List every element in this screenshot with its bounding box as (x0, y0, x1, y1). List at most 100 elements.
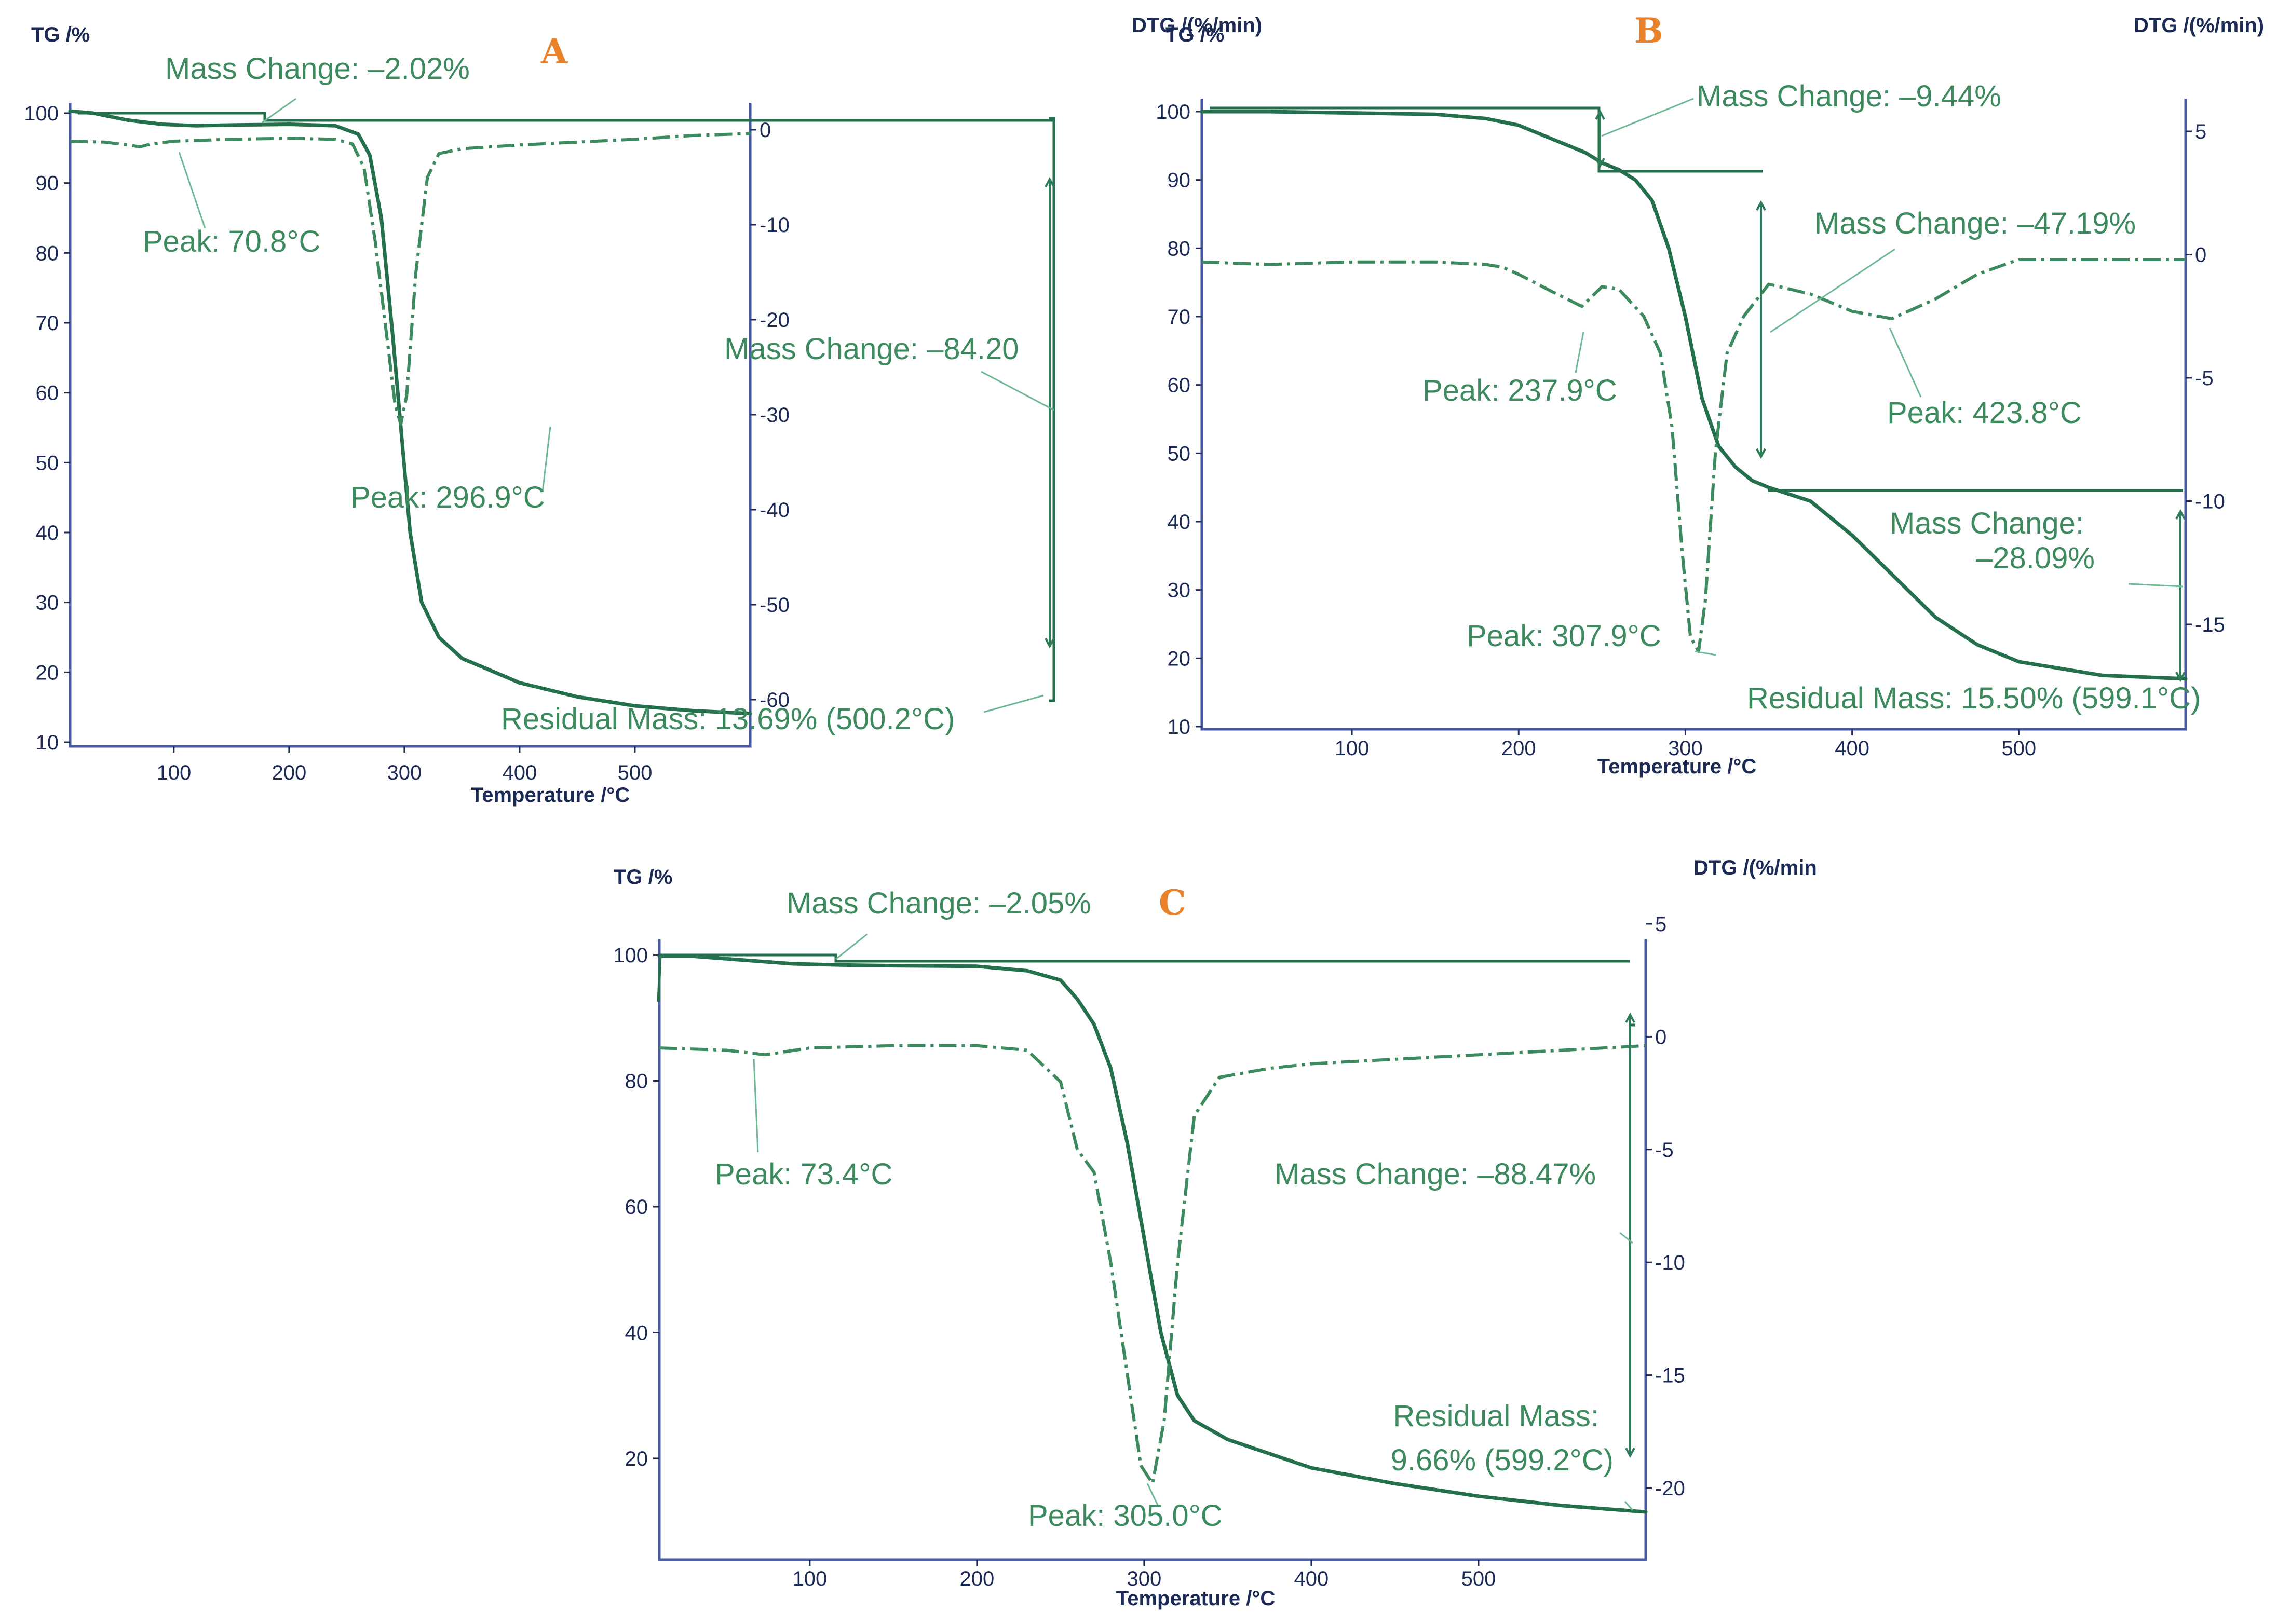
panel-b-mass-change-arrow (2175, 509, 2186, 520)
panel-a-x-tick-label: 100 (156, 761, 191, 784)
panel-b-annotation: Mass Change: (1890, 507, 2084, 540)
panel-a-y-tick-label-right: -50 (760, 594, 790, 617)
panel-c-y-tick-label-right: -20 (1655, 1477, 1685, 1500)
panel-b-annotation-leader (2128, 583, 2184, 588)
panel-b-annotation: Peak: 307.9°C (1467, 619, 1661, 653)
panel-c-y-tick-label-right: -15 (1655, 1364, 1685, 1387)
panel-a-y-tick-label-right: -60 (760, 689, 790, 712)
panel-a-y-tick-label-left: 50 (36, 452, 59, 474)
panel-a-y-tick-label-left: 80 (36, 242, 59, 265)
panel-b-annotation-leader (1575, 332, 1584, 373)
panel-b-mass-change-arrow (2175, 672, 2186, 683)
panel-a-dtg-curve (70, 132, 751, 426)
panel-a-frame (69, 103, 752, 748)
panel-b-annotation: –28.09% (1976, 541, 2095, 575)
panel-c-annotation-leader (835, 933, 868, 960)
panel-b-y-tick-label-right: 0 (2195, 244, 2206, 267)
panel-a-y-tick-label-left: 100 (24, 102, 59, 125)
panel-b-y-tick-label-right: -15 (2195, 613, 2225, 636)
panel-b-x-tick-label: 200 (1501, 737, 1536, 760)
panel-a-annotation-leader (262, 98, 296, 124)
panel-b-y-tick-label-left: 10 (1168, 716, 1191, 739)
panel-a-y-tick-label-left: 20 (36, 661, 59, 684)
panel-a-mass-change-arrow (1045, 176, 1055, 187)
panel-b-letter: B (1634, 10, 1663, 51)
panel-a-annotation-leader (178, 152, 206, 229)
panel-a-x-tick-label: 400 (503, 761, 537, 784)
panel-c-tg-curve (657, 954, 1648, 1514)
panel-c-annotation: Mass Change: –2.05% (787, 886, 1091, 920)
panel-a-y-tick-label-left: 40 (36, 522, 59, 544)
panel-a-y-tick-label-right: -30 (760, 404, 790, 427)
panel-c-y-tick-label-right: -10 (1655, 1251, 1685, 1274)
panel-b-mass-change-arrow (1756, 448, 1766, 459)
panel-a-ylabel-left: TG /% (31, 23, 90, 46)
panel-b-mass-change-arrow (1595, 158, 1605, 169)
panel-a-annotation-leader (983, 694, 1044, 713)
panel-c-y-tick-label-left: 20 (625, 1448, 648, 1470)
panel-c-x-tick-label: 100 (792, 1567, 827, 1590)
panel-a-y-tick-label-left: 10 (36, 731, 59, 754)
panel-b-x-tick-label: 300 (1668, 737, 1703, 760)
panel-b-y-tick-label-left: 20 (1168, 647, 1191, 670)
panel-c-y-tick-label-right: 5 (1655, 913, 1666, 936)
panel-a-y-tick-label-left: 60 (36, 382, 59, 405)
panel-a-annotation: Peak: 70.8°C (143, 225, 320, 258)
panel-a-xlabel: Temperature /°C (471, 784, 630, 807)
panel-c-ylabel-right: DTG /(%/min (1693, 856, 1817, 879)
panel-b-ylabel-left: TG /% (1165, 23, 1224, 46)
panel-a-mass-change-guide (78, 112, 1054, 122)
panel-b-annotation: Peak: 237.9°C (1422, 374, 1617, 407)
panel-a-annotation-leader (981, 371, 1054, 411)
panel-b-ylabel-right: DTG /(%/min) (2134, 14, 2264, 37)
panel-a-y-tick-label-right: -40 (760, 499, 790, 522)
panel-c-y-tick-label-right: -5 (1655, 1139, 1674, 1162)
panel-b-y-tick-label-left: 60 (1168, 374, 1191, 397)
panel-b-x-tick-label: 100 (1335, 737, 1370, 760)
panel-c-xlabel: Temperature /°C (1116, 1587, 1275, 1610)
panel-c-annotation-leader (1146, 1483, 1159, 1506)
panel-b-tg-curve (1200, 110, 2188, 681)
panel-a-x-tick-label: 300 (387, 761, 422, 784)
panel-b-x-tick-label: 400 (1835, 737, 1869, 760)
panel-c-annotation: Mass Change: –88.47% (1275, 1157, 1596, 1191)
panel-c-y-tick-label-left: 40 (625, 1322, 648, 1345)
panel-b-y-tick-label-right: -10 (2195, 490, 2225, 513)
panel-a-mass-change-arrow (1045, 638, 1055, 649)
panel-b-annotation-leader (1601, 98, 1694, 137)
panel-b-annotation: Mass Change: –47.19% (1814, 207, 2136, 240)
panel-a-annotation: Residual Mass: 13.69% (500.2°C) (501, 702, 955, 736)
panel-c-y-tick-label-left: 100 (613, 944, 648, 967)
panel-a-y-tick-label-left: 70 (36, 312, 59, 335)
panel-a-ylabel-right: DTG /(%/min) (1132, 14, 1262, 37)
panel-b-annotation-leader (1695, 650, 1716, 656)
panel-c-x-tick-label: 400 (1294, 1567, 1329, 1590)
panel-b-y-tick-label-right: -5 (2195, 367, 2214, 390)
panel-b-annotation-leader (1770, 248, 1895, 333)
panel-a-annotation: Mass Change: –84.20 (724, 332, 1019, 366)
panel-b-y-tick-label-left: 100 (1156, 101, 1190, 124)
panel-c-x-tick-label: 200 (959, 1567, 994, 1590)
panel-b-x-tick-label: 500 (2001, 737, 2036, 760)
panel-b-y-tick-label-left: 50 (1168, 442, 1191, 465)
panel-c-y-tick-label-left: 60 (625, 1196, 648, 1219)
panel-c-y-tick-label-left: 80 (625, 1070, 648, 1093)
panel-c-ylabel-left: TG /% (614, 866, 672, 889)
panel-b-y-tick-label-left: 90 (1168, 169, 1191, 192)
panel-b-xlabel: Temperature /°C (1597, 755, 1756, 778)
panel-a-y-tick-label-right: 0 (760, 119, 771, 142)
panel-a-x-tick-label: 500 (618, 761, 653, 784)
panel-a-tg-curve (68, 109, 752, 716)
panel-b-annotation: Residual Mass: 15.50% (599.1°C) (1747, 681, 2201, 715)
panel-c-x-tick-label: 500 (1461, 1567, 1496, 1590)
panel-a-y-tick-label-right: -10 (760, 214, 790, 237)
panel-a-y-tick-label-left: 90 (36, 172, 59, 195)
panel-c-annotation: 9.66% (599.2°C) (1391, 1443, 1614, 1477)
panel-b-y-tick-label-right: 5 (2195, 120, 2206, 143)
panel-b-annotation: Peak: 423.8°C (1887, 396, 2082, 430)
panel-a-letter: A (540, 31, 568, 72)
panel-b-y-tick-label-left: 30 (1168, 579, 1191, 602)
